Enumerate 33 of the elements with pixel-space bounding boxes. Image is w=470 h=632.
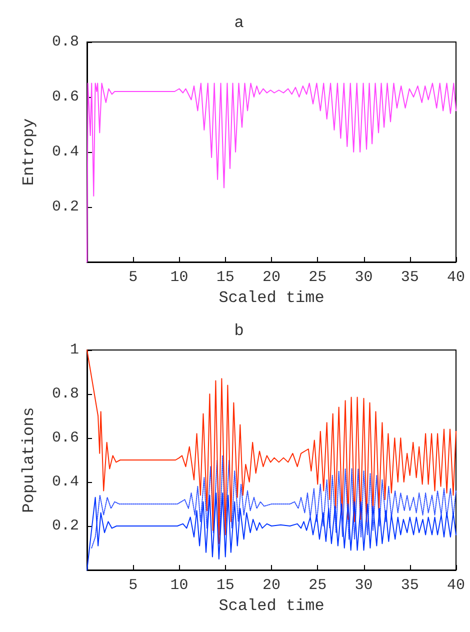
y-tick-label: 0.2 [52,518,79,534]
line-series [91,455,456,548]
x-tick-label: 10 [170,269,188,286]
x-tick-label: 5 [128,269,138,286]
x-tick-label: 35 [400,577,419,594]
y-tick-label: 0.6 [52,430,79,446]
x-tick-label: 30 [354,577,373,594]
x-tick-label: 40 [446,577,466,594]
y-tick-label: 0.6 [52,88,79,106]
y-tick-label: 0.8 [52,386,79,402]
x-tick-label: 40 [446,269,466,286]
x-tick-label: 30 [354,269,373,286]
y-tick-label: 1 [70,342,79,358]
x-tick-label: 20 [262,577,281,594]
chart-title: b [234,322,244,340]
x-tick-label: 20 [262,269,281,286]
x-tick-label: 15 [216,269,234,286]
line-series [86,350,456,544]
y-tick-label: 0.8 [52,34,79,50]
chart-title: a [234,14,244,32]
x-tick-label: 5 [128,577,138,594]
x-tick-label: 35 [400,269,419,286]
x-tick-label: 25 [308,269,327,286]
x-tick-label: 15 [216,577,234,594]
x-axis-title: Scaled time [218,597,324,615]
y-tick-label: 0.4 [52,144,79,160]
y-tick-label: 0.2 [52,198,79,216]
y-tick-label: 0.4 [52,474,79,490]
y-axis-title: Entropy [20,118,38,186]
x-axis-title: Scaled time [218,289,324,307]
y-axis-title: Populations [20,407,38,513]
x-tick-label: 10 [170,577,188,594]
x-tick-label: 25 [308,577,327,594]
